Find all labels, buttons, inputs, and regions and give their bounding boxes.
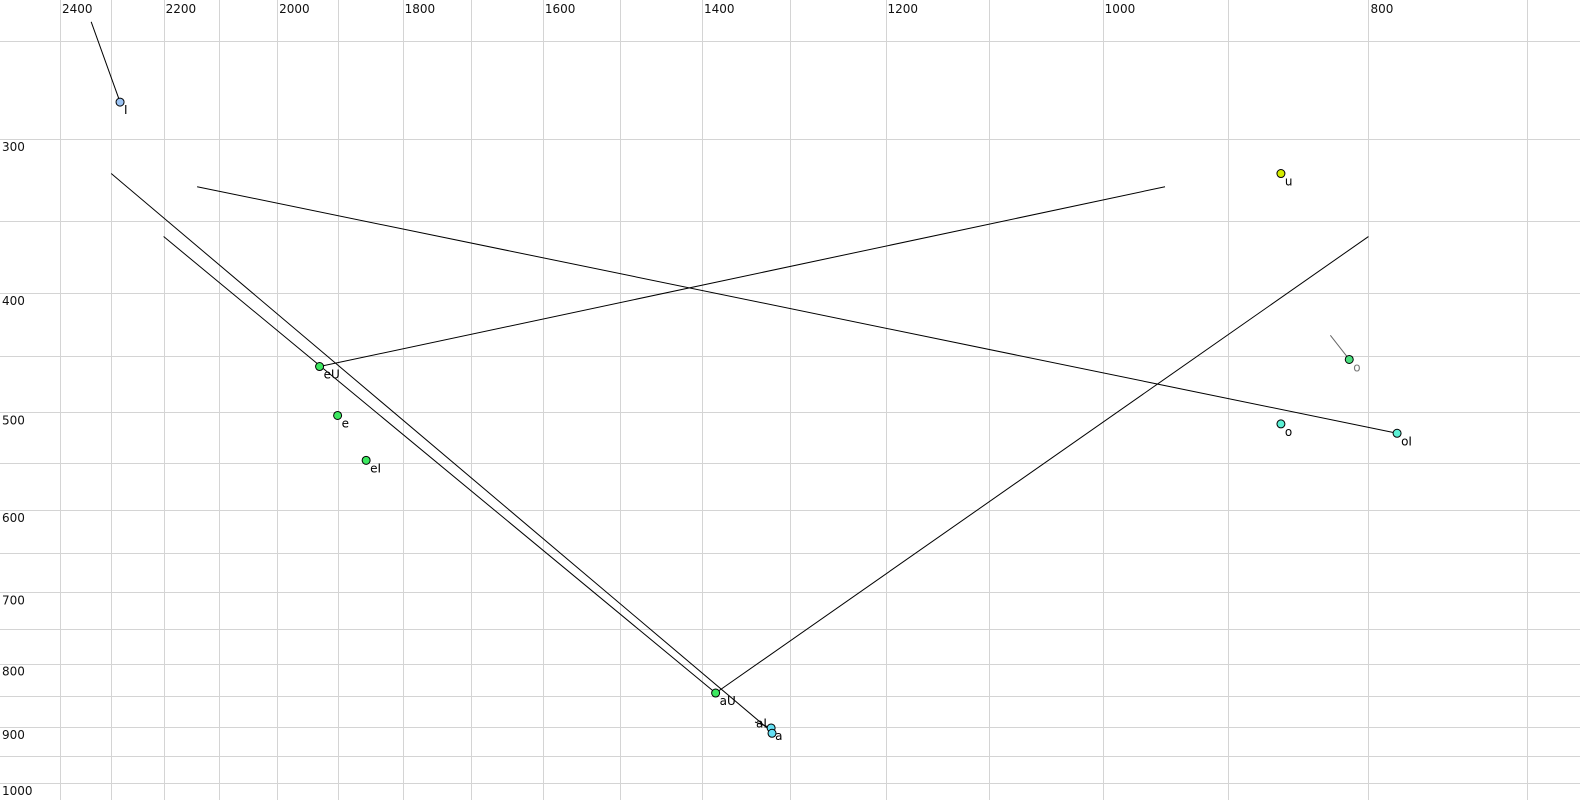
x-axis-ticks: 2400 2200 2000 1800 1600 1400 1200 1000 800 — [62, 2, 1393, 16]
vowel-point: o — [1276, 419, 1292, 439]
y-tick-label: 600 — [2, 511, 25, 525]
vowel-point: oI — [1392, 428, 1412, 448]
x-tick-label: 2000 — [279, 2, 310, 16]
point-marker — [1392, 428, 1402, 438]
vowel-point: eU — [315, 362, 340, 382]
point-label: aI — [756, 716, 767, 730]
y-tick-label: 300 — [2, 140, 25, 154]
point-marker — [711, 688, 721, 698]
point-label: aU — [720, 694, 736, 708]
point-marker — [333, 410, 343, 420]
vowel-point: o — [1344, 354, 1361, 374]
vowel-point: eI — [361, 455, 381, 475]
vowel-point: e — [333, 410, 349, 430]
point-label: u — [1285, 175, 1293, 189]
point-label: eI — [370, 461, 381, 475]
y-tick-label: 800 — [2, 665, 25, 679]
x-tick-label: 1200 — [888, 2, 919, 16]
trajectory-line — [1329, 335, 1350, 360]
y-tick-label: 700 — [2, 593, 25, 607]
trajectory-line — [197, 186, 1398, 434]
y-tick-label: 500 — [2, 413, 25, 427]
point-marker — [1344, 354, 1354, 364]
y-tick-label: 900 — [2, 728, 25, 742]
vowel-point: aU — [711, 688, 736, 708]
point-label: o — [1285, 425, 1292, 439]
vowel-point: aI — [756, 716, 777, 738]
point-label: o — [1353, 360, 1360, 374]
y-tick-label: 1000 — [2, 784, 33, 798]
point-label: a — [775, 729, 782, 743]
point-label: eU — [324, 368, 340, 382]
trajectory-line — [163, 236, 716, 694]
x-tick-label: 1400 — [704, 2, 735, 16]
point-label: e — [342, 416, 349, 430]
point-marker — [1276, 419, 1286, 429]
x-tick-label: 2200 — [166, 2, 197, 16]
point-marker — [1276, 169, 1286, 179]
point-marker — [361, 455, 371, 465]
x-tick-label: 1800 — [405, 2, 436, 16]
trajectory-line — [110, 173, 773, 733]
point-label: oI — [1401, 434, 1412, 448]
x-tick-label: 1000 — [1105, 2, 1136, 16]
y-tick-label: 400 — [2, 294, 25, 308]
trajectory-line — [319, 186, 1166, 368]
vowel-point: u — [1276, 169, 1293, 189]
x-tick-label: 800 — [1370, 2, 1393, 16]
point-marker — [115, 97, 125, 107]
trajectory-line — [90, 21, 121, 103]
x-tick-label: 1600 — [545, 2, 576, 16]
point-marker — [315, 362, 325, 372]
point-marker — [767, 728, 777, 738]
x-tick-label: 2400 — [62, 2, 93, 16]
y-axis-ticks: 300 400 500 600 700 800 900 1000 — [2, 140, 33, 798]
trajectories — [90, 21, 1398, 733]
point-label: I — [124, 103, 128, 117]
data-points: Iu eU e eI aU aaI o o oI — [115, 97, 1412, 743]
trajectory-line — [715, 236, 1369, 694]
vowel-point: I — [115, 97, 128, 117]
